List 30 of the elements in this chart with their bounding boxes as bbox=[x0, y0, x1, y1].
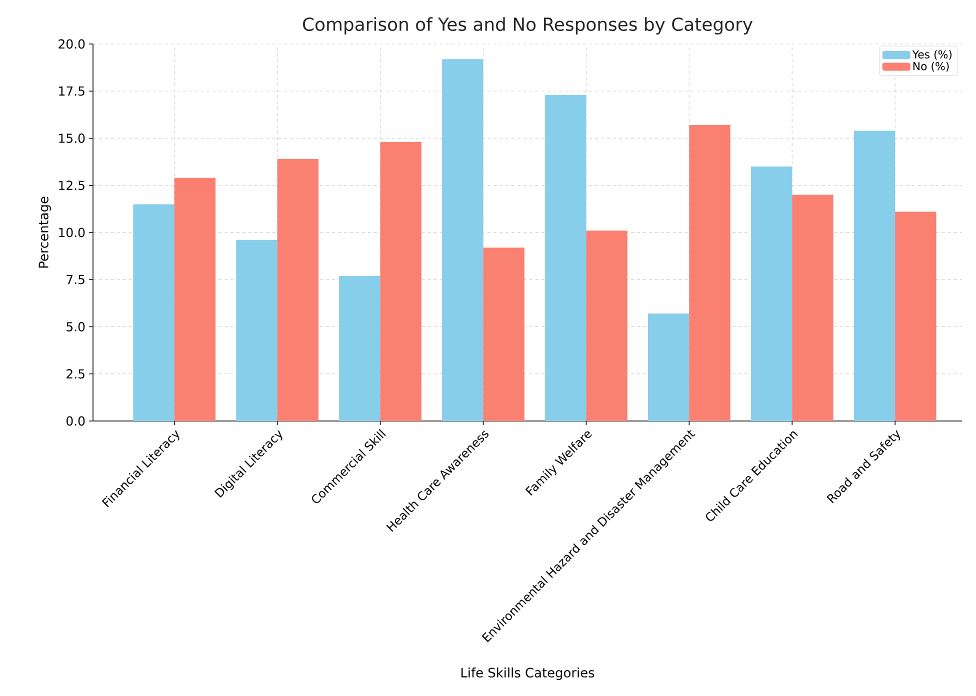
y-tick-label: 17.5 bbox=[59, 86, 84, 96]
bar bbox=[174, 178, 216, 421]
bar bbox=[792, 194, 834, 421]
chart-title: Comparison of Yes and No Responses by Category bbox=[303, 17, 753, 34]
legend-label: No (%) bbox=[913, 62, 949, 72]
x-axis-title: Life Skills Categories bbox=[461, 668, 594, 680]
bar bbox=[895, 212, 936, 421]
bar bbox=[380, 142, 422, 421]
bar bbox=[483, 248, 524, 421]
bar bbox=[236, 240, 278, 421]
y-tick-label: 20.0 bbox=[58, 39, 85, 49]
bar bbox=[133, 204, 174, 421]
bar bbox=[442, 59, 484, 421]
bar bbox=[339, 276, 380, 421]
bar bbox=[586, 230, 628, 421]
legend-label: Yes (%) bbox=[912, 50, 952, 60]
y-tick-label: 12.5 bbox=[59, 180, 84, 190]
bar bbox=[854, 130, 896, 421]
y-tick-label: 7.5 bbox=[66, 274, 84, 284]
bar bbox=[648, 314, 690, 421]
y-tick-label: 15.0 bbox=[59, 134, 85, 143]
y-axis-title: Percentage bbox=[38, 196, 51, 268]
bar bbox=[545, 94, 586, 421]
y-tick-label: 5.0 bbox=[66, 322, 85, 332]
bar bbox=[750, 166, 792, 421]
bar bbox=[277, 158, 318, 421]
y-tick-label: 0.0 bbox=[66, 416, 85, 426]
y-tick-label: 2.5 bbox=[66, 369, 84, 379]
y-tick-label: 10.0 bbox=[59, 228, 85, 238]
bar bbox=[689, 125, 730, 421]
